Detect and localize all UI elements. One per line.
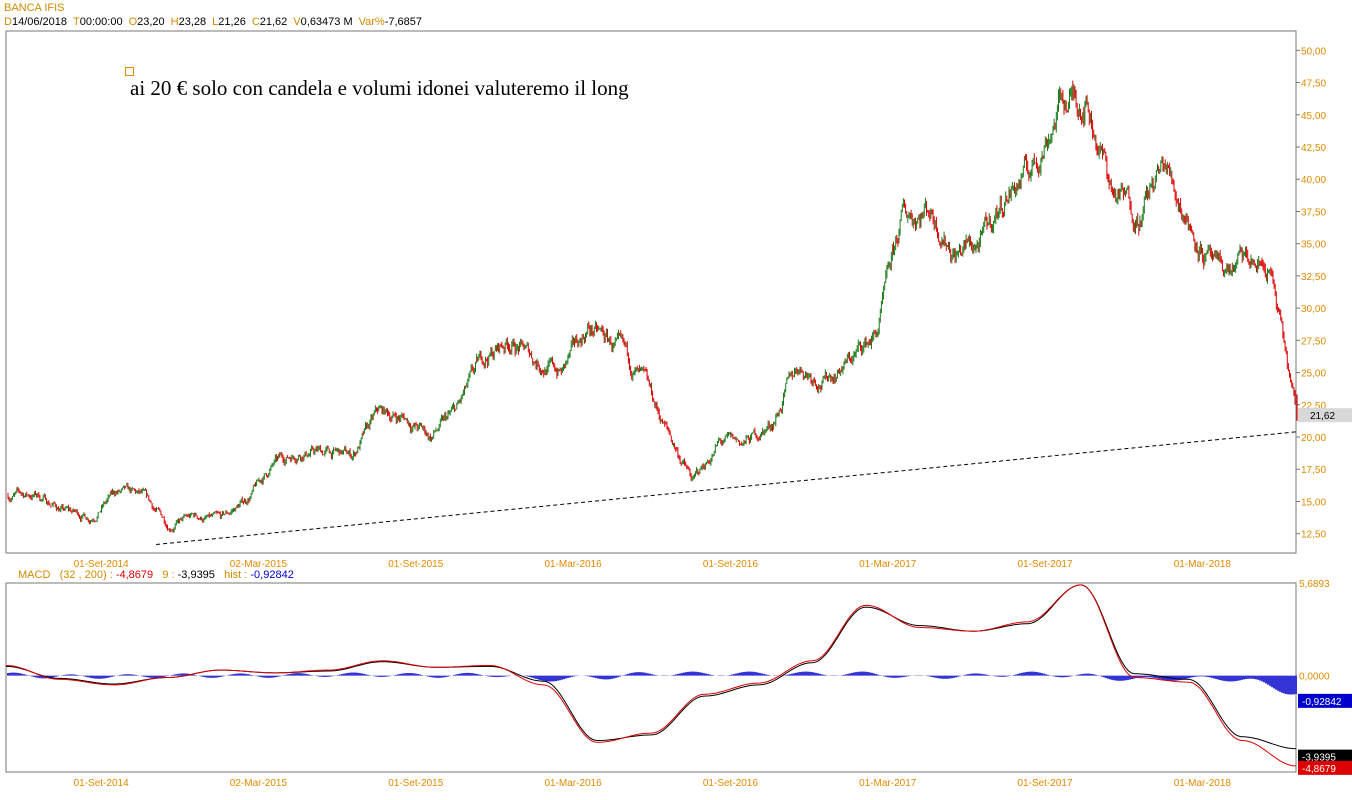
macd-zero-label: 0,0000 (1299, 672, 1330, 683)
x-tick-label: 01-Set-2015 (388, 778, 443, 789)
last-price-box (1298, 408, 1352, 423)
ohlc-label: Var% (358, 16, 385, 28)
y-tick-label: 40,00 (1301, 175, 1326, 186)
x-tick-label: 02-Mar-2015 (230, 559, 288, 570)
x-tick-label: 01-Mar-2016 (544, 559, 602, 570)
ohlc-value: 0,63473 M (300, 16, 353, 28)
macd-signal-tag: -3,9395 (1302, 753, 1336, 764)
y-tick-label: 20,00 (1301, 433, 1326, 444)
ohlc-value: 00:00:00 (79, 16, 123, 28)
hist-label: hist : (224, 569, 248, 581)
ohlc-label: O (128, 16, 138, 28)
macd-header: MACD (32 , 200) : -4,8679 9 : -3,9395 hi… (18, 569, 294, 581)
ohlc-value: 21,26 (218, 16, 246, 28)
ohlc-label: V (293, 16, 301, 28)
ohlc-value: 23,28 (178, 16, 207, 28)
x-tick-label: 01-Mar-2018 (1174, 559, 1232, 570)
macd-signal-tag-box (1298, 749, 1352, 764)
ohlc-label: H (170, 16, 179, 28)
macd-value: -4,8679 (115, 569, 154, 581)
x-tick-label: 01-Mar-2016 (544, 778, 602, 789)
y-tick-label: 17,50 (1301, 465, 1326, 476)
x-tick-label: 01-Set-2014 (74, 778, 129, 789)
ohlc-value: -7,6857 (384, 16, 423, 28)
y-tick-label: 22,50 (1301, 401, 1326, 412)
ohlc-label: D (4, 16, 12, 28)
y-tick-label: 15,00 (1301, 497, 1326, 508)
x-tick-label: 01-Set-2017 (1018, 559, 1073, 570)
macd-line (5, 584, 1297, 767)
annotation-marker[interactable] (125, 67, 134, 76)
signal-value: -3,9395 (177, 569, 215, 581)
ohlc-label: L (212, 16, 219, 28)
last-price-label: 21,62 (1310, 411, 1335, 422)
signal-label: 9 : (162, 569, 175, 581)
y-tick-label: 45,00 (1301, 111, 1326, 122)
ohlc-value: 23,20 (137, 16, 165, 28)
y-tick-label: 35,00 (1301, 240, 1326, 251)
x-tick-label: 01-Set-2017 (1018, 778, 1073, 789)
price-panel (5, 30, 1297, 554)
ohlc-value: 14/06/2018 (11, 16, 68, 28)
chart-annotation[interactable]: ai 20 € solo con candela e volumi idonei… (130, 76, 629, 100)
signal-line (5, 584, 1297, 750)
x-tick-label: 01-Mar-2017 (859, 559, 917, 570)
ohlc-readout: D14/06/2018 T00:00:00 O23,20 H23,28 L21,26 C2… (4, 16, 428, 28)
y-tick-label: 50,00 (1301, 46, 1326, 57)
y-tick-label: 12,50 (1301, 530, 1326, 541)
x-tick-label: 01-Mar-2017 (859, 778, 917, 789)
y-tick-label: 27,50 (1301, 336, 1326, 347)
ohlc-value: 21,62 (259, 16, 288, 28)
x-tick-label: 01-Set-2015 (388, 559, 443, 570)
ohlc-label: T (73, 16, 80, 28)
macd-params: (32 , 200) : (59, 569, 113, 581)
y-tick-label: 37,50 (1301, 207, 1326, 218)
macd-value-tag-box (1298, 760, 1352, 775)
macd-hist-tag: -0,92842 (1302, 697, 1342, 708)
macd-hist-tag-box (1298, 693, 1352, 708)
macd-panel (5, 582, 1297, 773)
ohlc-label: C (251, 16, 260, 28)
macd-top-label: 5,6893 (1299, 579, 1330, 590)
instrument-title: BANCA IFIS (4, 2, 65, 14)
y-tick-label: 42,50 (1301, 143, 1326, 154)
macd-value-tag: -4,8679 (1302, 764, 1336, 775)
y-tick-label: 32,50 (1301, 272, 1326, 283)
y-tick-label: 47,50 (1301, 79, 1326, 90)
hist-value: -0,92842 (250, 569, 294, 581)
x-tick-label: 01-Set-2014 (74, 559, 129, 570)
x-tick-label: 02-Mar-2015 (230, 778, 288, 789)
support-trendline (156, 431, 1297, 545)
x-tick-label: 01-Set-2016 (703, 778, 758, 789)
x-tick-label: 01-Set-2016 (703, 559, 758, 570)
x-tick-label: 01-Mar-2018 (1174, 778, 1232, 789)
macd-name: MACD (18, 569, 51, 581)
y-tick-label: 30,00 (1301, 304, 1326, 315)
y-tick-label: 25,00 (1301, 369, 1326, 380)
